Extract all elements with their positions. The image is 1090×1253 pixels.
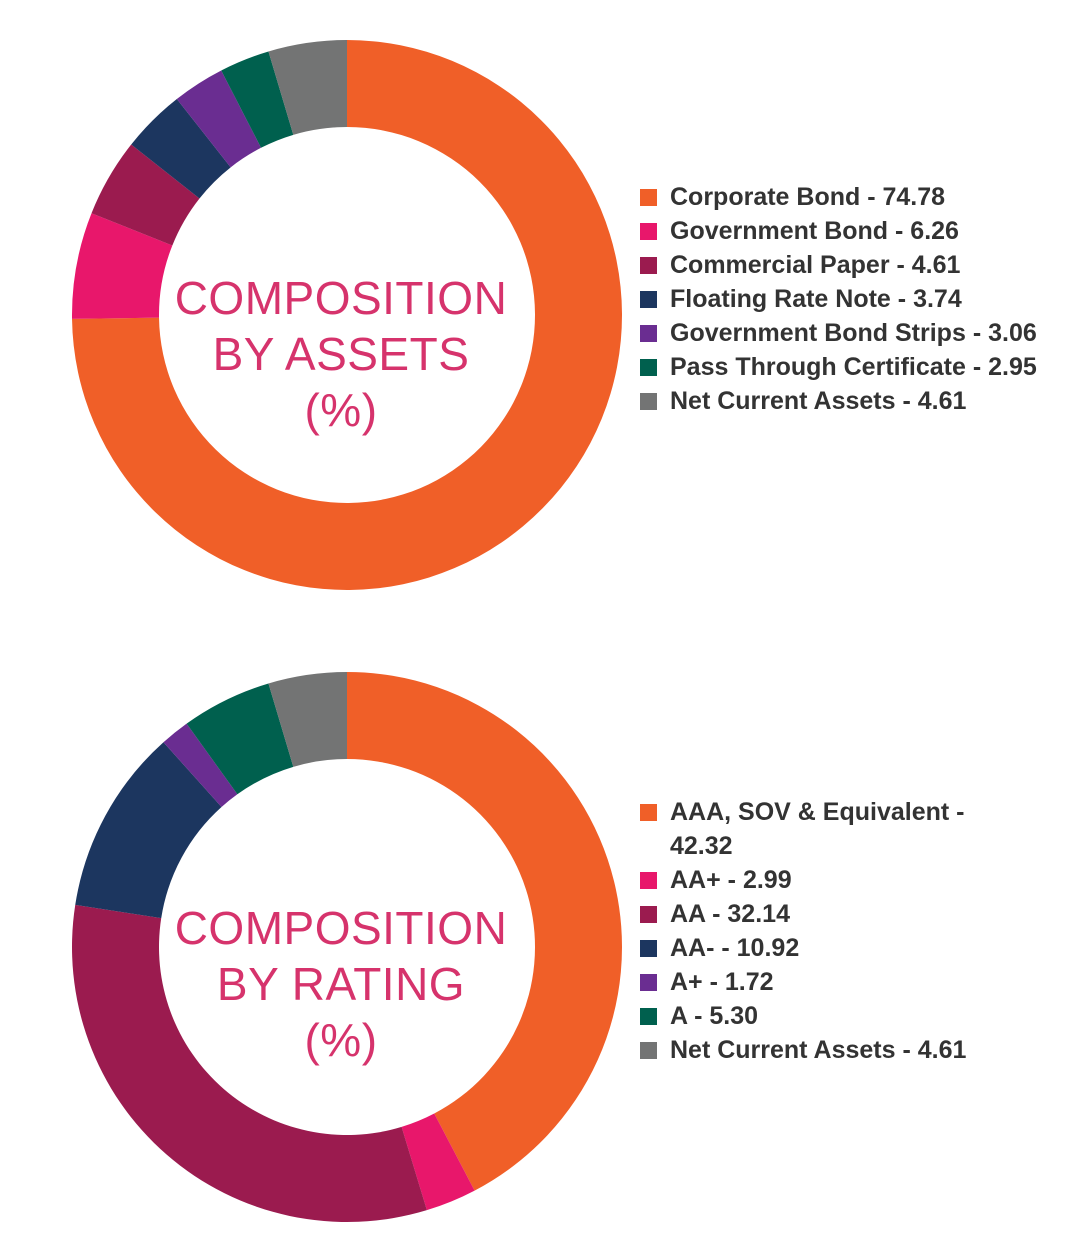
rating-legend-label: AA- xyxy=(670,934,715,962)
rating-legend-item-net-current-assets: Net Current Assets - 4.61 xyxy=(640,1033,1000,1067)
rating-legend-item-a: A - 5.30 xyxy=(640,999,1000,1033)
rating-legend-separator: - xyxy=(705,900,728,928)
rating-legend-separator: - xyxy=(687,1002,710,1030)
rating-legend-separator: - xyxy=(720,866,743,894)
rating-slice-aa xyxy=(401,1113,475,1211)
rating-legend-value: 42.32 xyxy=(670,832,733,860)
assets-slice-corporate-bond xyxy=(72,40,623,590)
rating-legend-value: 2.99 xyxy=(742,866,792,894)
rating-legend-label: AA+ xyxy=(670,866,721,894)
rating-legend-separator: - xyxy=(714,934,737,962)
rating-legend-item-aa: AA+ - 2.99 xyxy=(640,863,1000,897)
assets-slice-government-bond-strips xyxy=(176,70,262,168)
assets-legend-item-pass-through-certificate: Pass Through Certificate - 2.95 xyxy=(640,350,1070,384)
assets-legend-label: Corporate Bond xyxy=(670,183,861,211)
assets-legend-separator: - xyxy=(890,285,914,313)
rating-legend-item-aa: AA - 32.14 xyxy=(640,897,1000,931)
assets-legend-item-commercial-paper: Commercial Paper - 4.61 xyxy=(640,248,1070,282)
rating-legend-label: AA xyxy=(670,900,706,928)
rating-slice-a xyxy=(186,683,294,795)
assets-legend-value: 4.61 xyxy=(911,251,961,279)
rating-legend-label: Net Current Assets xyxy=(670,1036,896,1064)
assets-legend-swatch-floating-rate-note xyxy=(640,291,657,308)
rating-legend-item-a: A+ - 1.72 xyxy=(640,965,1000,999)
assets-legend-item-government-bond-strips: Government Bond Strips - 3.06 xyxy=(640,316,1070,350)
assets-title-line-3: (%) xyxy=(304,384,378,436)
rating-legend-value: 4.61 xyxy=(917,1036,967,1064)
assets-slice-pass-through-certificate xyxy=(221,51,294,148)
rating-legend-value: 5.30 xyxy=(709,1002,759,1030)
rating-legend-item-aaa-sov-equivalent: AAA, SOV & Equivalent - 42.32 xyxy=(640,795,1000,863)
rating-donut xyxy=(71,672,622,1222)
rating-donut-title: COMPOSITION BY RATING (%) xyxy=(160,900,522,1068)
assets-composition-chart: COMPOSITION BY ASSETS (%) Corporate Bond… xyxy=(0,0,1090,620)
rating-legend-item-aa: AA- - 10.92 xyxy=(640,931,1000,965)
assets-legend-label: Government Bond xyxy=(670,217,889,245)
assets-legend-swatch-government-bond-strips xyxy=(640,325,657,342)
assets-legend-label: Net Current Assets xyxy=(670,387,896,415)
assets-legend-separator: - xyxy=(860,183,883,211)
rating-legend-label: A xyxy=(670,1002,688,1030)
rating-slice-aa xyxy=(75,742,222,919)
assets-title-line-2: BY ASSETS xyxy=(212,328,470,380)
assets-legend-item-net-current-assets: Net Current Assets - 4.61 xyxy=(640,384,1070,418)
rating-legend: AAA, SOV & Equivalent - 42.32 AA+ - 2.99 A… xyxy=(640,795,1000,1067)
assets-legend-value: 74.78 xyxy=(882,183,946,211)
rating-legend-swatch-aa xyxy=(640,906,657,923)
assets-legend-separator: - xyxy=(965,353,989,381)
rating-legend-label: A+ xyxy=(670,968,703,996)
assets-title-line-1: COMPOSITION xyxy=(174,272,508,324)
assets-slice-net-current-assets xyxy=(268,40,347,135)
rating-legend-value: 32.14 xyxy=(727,900,790,928)
rating-legend-swatch-aa xyxy=(640,940,657,957)
rating-slice-aa xyxy=(71,904,427,1222)
assets-legend-item-government-bond: Government Bond - 6.26 xyxy=(640,214,1070,248)
assets-legend-swatch-government-bond xyxy=(640,223,657,240)
assets-legend-label: Commercial Paper xyxy=(670,251,890,279)
assets-legend-separator: - xyxy=(888,217,911,245)
assets-legend-label: Floating Rate Note xyxy=(670,285,891,313)
rating-legend-value: 1.72 xyxy=(724,968,774,996)
assets-legend-value: 6.26 xyxy=(910,217,959,245)
assets-legend: Corporate Bond - 74.78 Government Bond - … xyxy=(640,180,1070,418)
assets-legend-separator: - xyxy=(889,251,912,279)
rating-title-line-1: COMPOSITION xyxy=(174,902,508,954)
rating-legend-separator: - xyxy=(702,968,725,996)
rating-composition-chart: COMPOSITION BY RATING (%) AAA, SOV & Equ… xyxy=(0,620,1090,1253)
assets-legend-label: Government Bond Strips xyxy=(670,319,966,347)
rating-slice-net-current-assets xyxy=(268,672,347,767)
rating-legend-swatch-aa xyxy=(640,872,657,889)
rating-title-line-2: BY RATING xyxy=(216,958,466,1010)
rating-legend-swatch-a xyxy=(640,1008,657,1025)
assets-legend-swatch-net-current-assets xyxy=(640,393,657,410)
rating-title-line-3: (%) xyxy=(304,1014,378,1066)
rating-slice-aaa-sov-equivalent xyxy=(347,672,622,1191)
rating-legend-separator: - xyxy=(895,1036,918,1064)
assets-legend-separator: - xyxy=(965,319,989,347)
assets-legend-label: Pass Through Certificate xyxy=(670,353,966,381)
rating-legend-swatch-a xyxy=(640,974,657,991)
rating-legend-swatch-aaa-sov-equivalent xyxy=(640,804,657,821)
assets-slice-floating-rate-note xyxy=(131,98,231,199)
assets-legend-value: 3.06 xyxy=(988,319,1037,347)
assets-legend-item-floating-rate-note: Floating Rate Note - 3.74 xyxy=(640,282,1070,316)
rating-legend-label: AAA, SOV & Equivalent xyxy=(670,798,950,826)
assets-donut-title: COMPOSITION BY ASSETS (%) xyxy=(160,270,522,438)
rating-slice-a xyxy=(163,723,238,807)
assets-legend-swatch-pass-through-certificate xyxy=(640,359,657,376)
rating-legend-swatch-net-current-assets xyxy=(640,1042,657,1059)
assets-legend-value: 3.74 xyxy=(913,285,962,313)
assets-legend-swatch-corporate-bond xyxy=(640,189,657,206)
assets-legend-value: 2.95 xyxy=(988,353,1037,381)
assets-legend-value: 4.61 xyxy=(917,387,967,415)
assets-legend-item-corporate-bond: Corporate Bond - 74.78 xyxy=(640,180,1070,214)
rating-legend-separator: - xyxy=(949,798,965,826)
assets-slice-government-bond xyxy=(72,213,173,319)
assets-legend-separator: - xyxy=(895,387,918,415)
assets-slice-commercial-paper xyxy=(91,144,200,246)
rating-legend-value: 10.92 xyxy=(736,934,800,962)
assets-donut xyxy=(72,40,623,590)
assets-legend-swatch-commercial-paper xyxy=(640,257,657,274)
